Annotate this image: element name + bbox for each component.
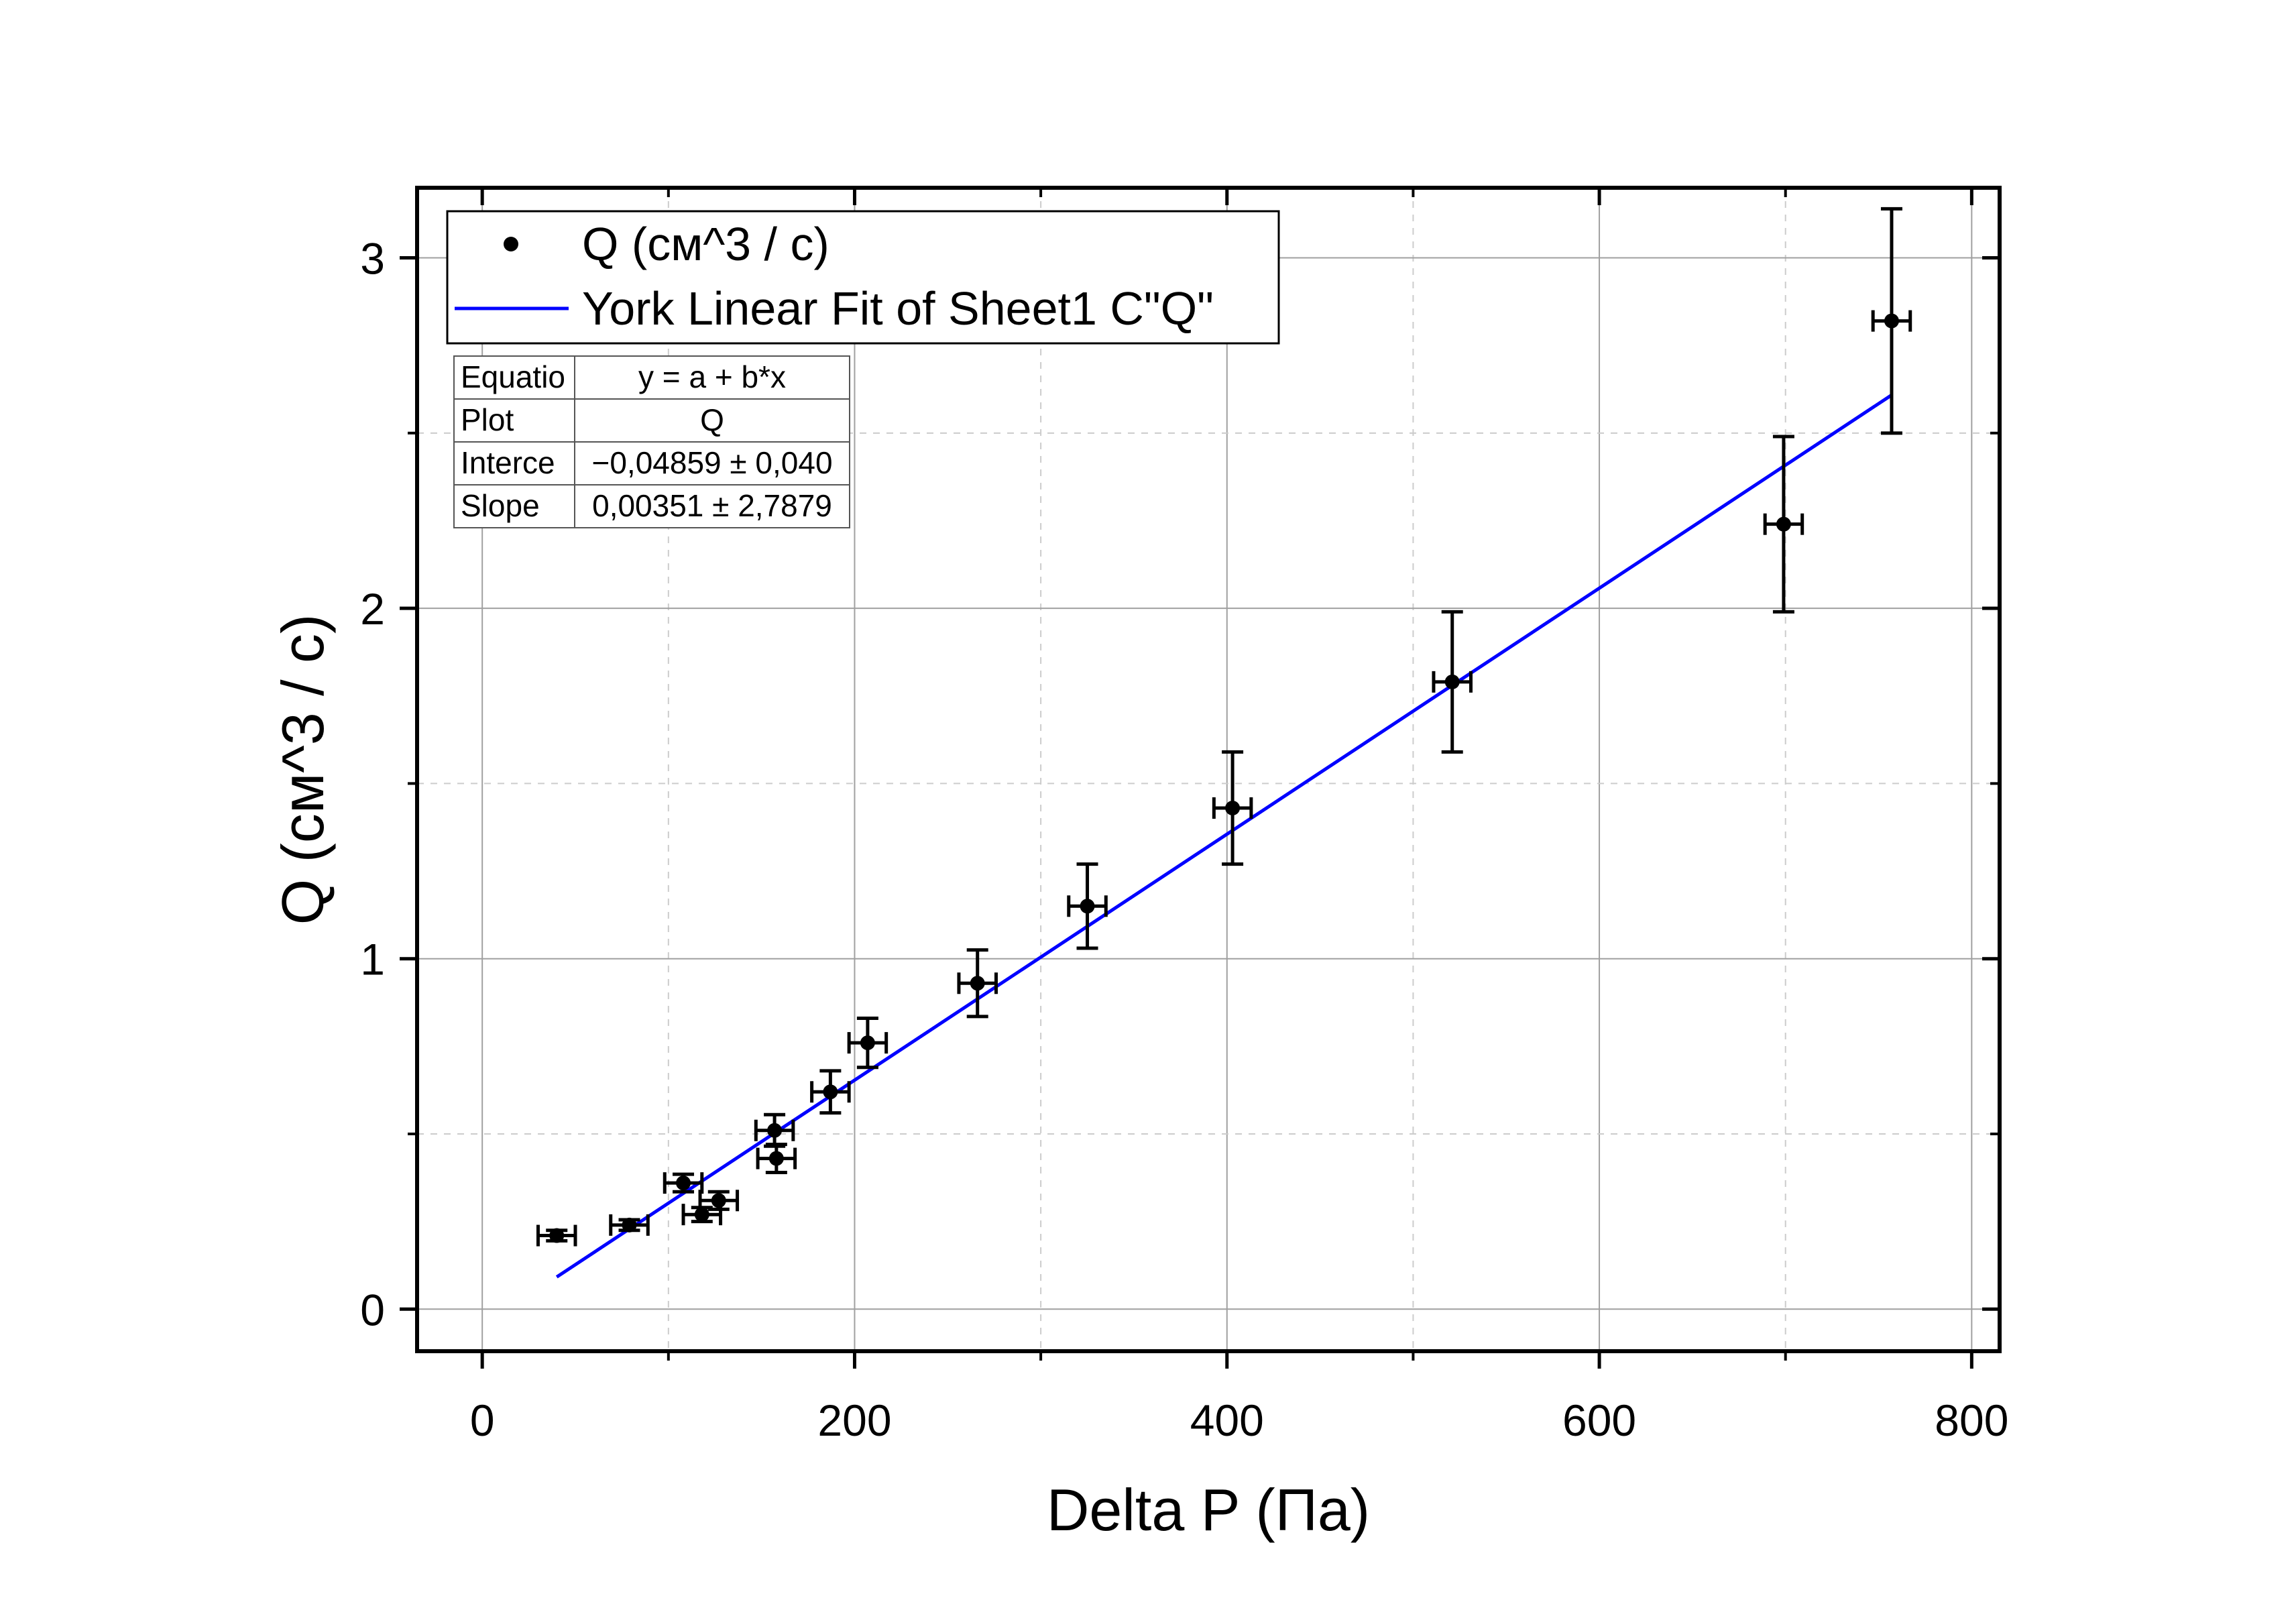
legend: Q (см^3 / с) York Linear Fit of Sheet1 C… [446,210,1280,345]
point-marker [1444,674,1460,689]
y-tick-label: 1 [360,935,385,984]
grid [417,188,2000,1351]
data-points-group [536,207,1912,1247]
point-marker [823,1084,838,1100]
stats-key: Interce [461,445,555,480]
data-point [681,1204,723,1226]
stats-key: Plot [461,402,514,437]
point-marker [767,1123,783,1138]
legend-entry-fit: York Linear Fit of Sheet1 C"Q" [582,282,1214,335]
data-point [1432,610,1473,754]
point-marker [1776,516,1791,532]
point-marker [711,1193,726,1208]
y-axis-title: Q (см^3 / с) [270,614,336,925]
plot-frame [415,186,2002,1353]
point-marker [1080,899,1095,914]
data-point [810,1069,851,1115]
point-marker [768,1151,784,1166]
x-tick-label: 200 [817,1395,891,1445]
fit-stats-table: Equatio y = a + b*x Plot Q Interce −0,04859 ±… [453,355,850,528]
data-point [698,1190,740,1212]
x-tick-label: 0 [470,1395,495,1445]
point-marker [549,1228,565,1243]
axis-ticks [400,188,2000,1369]
legend-entry-points: Q (см^3 / с) [582,218,829,270]
y-tick-label: 0 [360,1285,385,1334]
tick-labels: 0 200 400 600 800 0 1 2 3 [360,234,2008,1445]
data-point [1067,862,1108,950]
x-tick-label: 400 [1190,1395,1264,1445]
x-axis-title: Delta P (Па) [1047,1477,1370,1543]
x-tick-label: 800 [1935,1395,2008,1445]
point-marker [860,1035,875,1051]
legend-box [446,210,1280,345]
point-marker [970,976,985,991]
data-point [1871,207,1912,435]
data-point [754,1112,795,1148]
data-point [847,1017,888,1070]
stats-value: −0,04859 ± 0,040 [591,445,832,480]
point-marker [676,1176,691,1191]
data-point [1763,435,1804,614]
x-tick-label: 600 [1562,1395,1636,1445]
stats-value: 0,00351 ± 2,7879 [592,488,832,523]
y-tick-label: 3 [360,234,385,284]
point-marker [1225,800,1241,815]
stats-value: y = a + b*x [638,359,786,394]
point-marker [622,1217,637,1233]
point-marker [1884,313,1899,329]
data-point [957,948,998,1019]
legend-marker-points [504,237,518,251]
stats-value: Q [700,402,724,437]
data-point [536,1224,577,1247]
data-point [756,1143,797,1174]
data-point [1212,750,1253,866]
data-point [609,1214,650,1236]
data-point [663,1172,704,1194]
stats-key: Equatio [461,359,565,394]
point-marker [694,1207,709,1222]
y-tick-label: 2 [360,584,385,634]
stats-key: Slope [461,488,540,523]
